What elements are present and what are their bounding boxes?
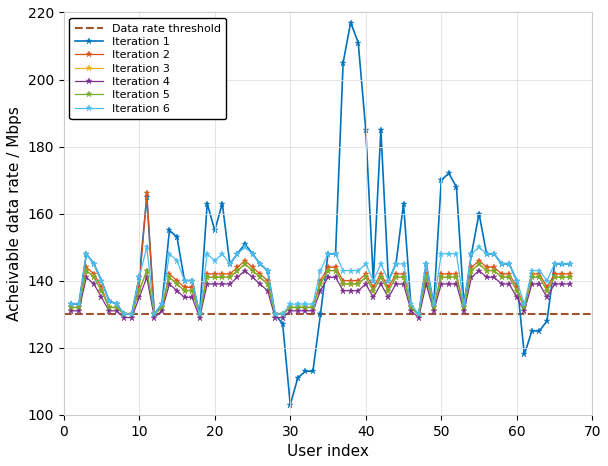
Iteration 5 <box>286 305 294 310</box>
Iteration 4 <box>136 295 143 300</box>
Iteration 3 <box>120 311 128 317</box>
Iteration 4 <box>566 281 573 287</box>
Iteration 5 <box>136 288 143 294</box>
Line: Iteration 3: Iteration 3 <box>68 260 573 318</box>
Line: Iteration 6: Iteration 6 <box>68 244 573 318</box>
Iteration 5 <box>566 274 573 280</box>
Iteration 6 <box>460 302 468 307</box>
Iteration 1 <box>272 311 279 317</box>
Iteration 6 <box>67 302 75 307</box>
Iteration 4 <box>241 268 249 274</box>
Line: Iteration 1: Iteration 1 <box>68 19 573 408</box>
X-axis label: User index: User index <box>287 444 369 459</box>
Iteration 6 <box>143 244 150 250</box>
Iteration 1 <box>302 369 309 374</box>
Iteration 5 <box>241 261 249 267</box>
Iteration 3 <box>105 305 112 310</box>
Iteration 1 <box>460 302 468 307</box>
Iteration 1 <box>536 328 543 334</box>
Iteration 3 <box>241 261 249 267</box>
Iteration 2 <box>67 305 75 310</box>
Iteration 6 <box>536 268 543 274</box>
Iteration 3 <box>136 288 143 294</box>
Iteration 3 <box>286 305 294 310</box>
Iteration 5 <box>105 305 112 310</box>
Iteration 2 <box>460 305 468 310</box>
Iteration 6 <box>566 261 573 267</box>
Data rate threshold <box>67 311 75 317</box>
Iteration 5 <box>67 305 75 310</box>
Iteration 4 <box>536 281 543 287</box>
Iteration 4 <box>105 308 112 314</box>
Iteration 3 <box>460 305 468 310</box>
Iteration 6 <box>120 311 128 317</box>
Iteration 4 <box>120 315 128 320</box>
Iteration 4 <box>67 308 75 314</box>
Iteration 3 <box>536 274 543 280</box>
Iteration 1 <box>128 311 136 317</box>
Iteration 6 <box>309 302 317 307</box>
Iteration 1 <box>347 20 354 25</box>
Iteration 6 <box>105 298 112 303</box>
Iteration 2 <box>286 305 294 310</box>
Iteration 1 <box>105 298 112 303</box>
Iteration 5 <box>536 274 543 280</box>
Legend: Data rate threshold, Iteration 1, Iteration 2, Iteration 3, Iteration 4, Iterati: Data rate threshold, Iteration 1, Iterat… <box>69 18 226 119</box>
Y-axis label: Acheivable data rate / Mbps: Acheivable data rate / Mbps <box>7 106 22 321</box>
Iteration 4 <box>460 308 468 314</box>
Iteration 2 <box>566 271 573 277</box>
Iteration 5 <box>120 311 128 317</box>
Iteration 3 <box>566 274 573 280</box>
Line: Iteration 4: Iteration 4 <box>68 267 573 321</box>
Iteration 6 <box>286 302 294 307</box>
Iteration 1 <box>566 261 573 267</box>
Iteration 2 <box>105 305 112 310</box>
Iteration 2 <box>536 271 543 277</box>
Iteration 5 <box>460 305 468 310</box>
Line: Iteration 2: Iteration 2 <box>68 190 573 318</box>
Iteration 4 <box>309 308 317 314</box>
Iteration 2 <box>136 285 143 290</box>
Data rate threshold <box>60 311 67 317</box>
Iteration 4 <box>286 308 294 314</box>
Iteration 2 <box>120 311 128 317</box>
Iteration 2 <box>309 305 317 310</box>
Iteration 2 <box>143 191 150 196</box>
Iteration 3 <box>309 305 317 310</box>
Line: Iteration 5: Iteration 5 <box>68 260 573 318</box>
Iteration 3 <box>67 305 75 310</box>
Iteration 5 <box>309 305 317 310</box>
Iteration 1 <box>286 402 294 407</box>
Iteration 6 <box>136 274 143 280</box>
Iteration 1 <box>67 302 75 307</box>
